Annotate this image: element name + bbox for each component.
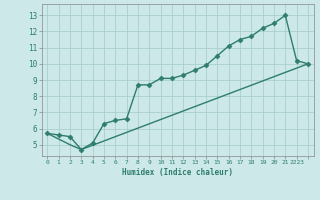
- X-axis label: Humidex (Indice chaleur): Humidex (Indice chaleur): [122, 168, 233, 177]
